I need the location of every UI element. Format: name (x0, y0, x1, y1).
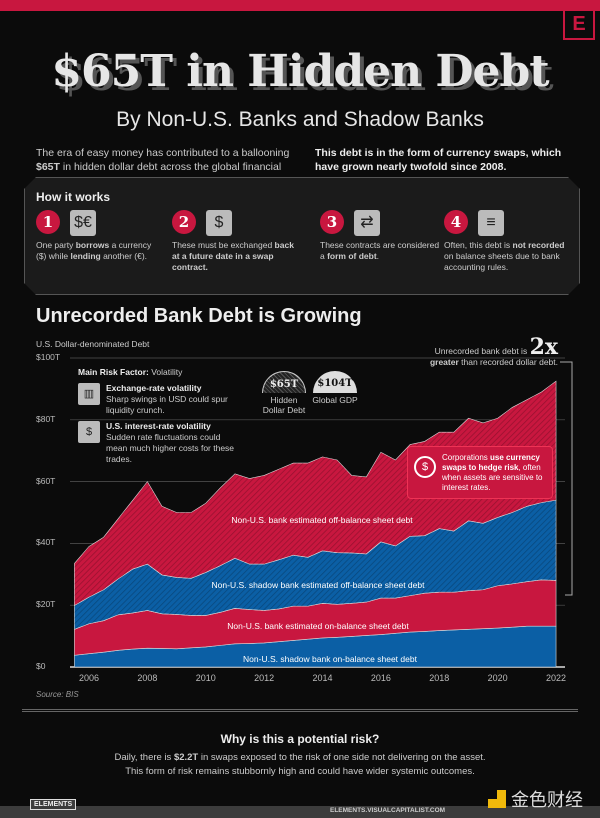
series-label: Non-U.S. bank estimated on-balance sheet… (227, 621, 409, 631)
x-tick-label: 2016 (370, 673, 391, 683)
hidden-debt-label: Hidden Dollar Debt (262, 395, 306, 415)
chart-title: Unrecorded Bank Debt is Growing (36, 305, 362, 327)
dollar-up-icon: $ (78, 421, 100, 443)
area-hatch-2 (74, 500, 557, 630)
x-tick-label: 2022 (546, 673, 567, 683)
how-it-works-title: How it works (36, 190, 111, 204)
page-title: $65T in Hidden Debt (51, 46, 549, 97)
x-tick-label: 2010 (195, 673, 216, 683)
x-tick-label: 2018 (429, 673, 450, 683)
how-step: 1 $€ One party borrows a currency ($) whil… (36, 210, 162, 262)
handshake-money-icon: $ (206, 210, 232, 236)
how-step: 4 ≡ Often, this debt is not recorded on ba… (444, 210, 570, 273)
step-text: These contracts are considered a form of… (320, 240, 440, 261)
how-it-works-panel (24, 177, 580, 295)
step-text: One party borrows a currency ($) while l… (36, 240, 152, 261)
x-tick-label: 2020 (487, 673, 508, 683)
bracket-line (560, 361, 573, 596)
how-step: 2 $ These must be exchanged back at a futu… (172, 210, 298, 273)
y-tick-label: $100T (36, 352, 61, 362)
step-number: 1 (36, 210, 60, 235)
y-tick-label: $20T (36, 599, 56, 610)
y-tick-label: $0 (36, 661, 46, 671)
page-subtitle: By Non-U.S. Banks and Shadow Banks (116, 108, 484, 131)
risk-text-line1: Daily, there is $2.2T in swaps exposed t… (114, 752, 486, 763)
risk-factor-annotation: Main Risk Factor: Volatility ▥ Exchange-r… (78, 367, 238, 465)
twox-annotation: Unrecorded bank debt is 2x greater than r… (429, 334, 558, 367)
x-tick-label: 2008 (137, 673, 158, 683)
step-number: 4 (444, 210, 468, 235)
elements-logo: E (563, 10, 595, 40)
step-text: Often, this debt is not recorded on bala… (444, 240, 565, 272)
dollar-cycle-icon: $ (414, 456, 436, 478)
footer-logo: ELEMENTS (30, 799, 77, 810)
risk-item: ▥ Exchange-rate volatility Sharp swings in… (78, 383, 238, 416)
area-hatch-3 (74, 381, 557, 606)
y-tick-label: $80T (36, 413, 56, 424)
series-label: Non-U.S. shadow bank estimated off-balan… (211, 580, 425, 590)
global-gdp-dome: $104T (313, 371, 357, 393)
step-number: 2 (172, 210, 196, 235)
y-tick-label: $40T (36, 537, 56, 548)
risk-item: $ U.S. interest-rate volatility Sudden rat… (78, 421, 238, 465)
divider (22, 709, 578, 712)
footer-url: ELEMENTS.VISUALCAPITALIST.COM (330, 807, 446, 814)
unrecorded-document-icon: ≡ (478, 210, 504, 236)
currency-exchange-icon: $€ (70, 210, 96, 236)
footer-bar (0, 806, 600, 818)
stacked-area-chart (70, 357, 573, 668)
series-label: Non-U.S. bank estimated off-balance shee… (231, 515, 413, 525)
how-step: 3 ⇄ These contracts are considered a form … (320, 210, 446, 262)
chart-up-icon: ▥ (78, 383, 100, 405)
y-axis-label: U.S. Dollar-denominated Debt (36, 339, 150, 349)
x-tick-label: 2014 (312, 673, 333, 683)
x-tick-label: 2012 (254, 673, 275, 683)
step-text: These must be exchanged back at a future… (172, 240, 294, 272)
step-number: 3 (320, 210, 344, 235)
contract-document-icon: ⇄ (354, 210, 380, 236)
risk-text-line2: This form of risk remains stubbornly hig… (125, 766, 475, 777)
watermark: ▟ 金色财经 (488, 790, 584, 810)
source-note: Source: BIS (36, 690, 79, 699)
x-tick-label: 2006 (78, 673, 100, 683)
top-accent-bar (0, 0, 600, 11)
global-gdp-label: Global GDP (312, 395, 358, 405)
y-tick-label: $60T (36, 475, 56, 486)
series-label: Non-U.S. shadow bank on-balance sheet de… (243, 654, 417, 664)
risk-title: Why is this a potential risk? (220, 732, 380, 746)
intro-right: This debt is in the form of currency swa… (315, 147, 562, 173)
